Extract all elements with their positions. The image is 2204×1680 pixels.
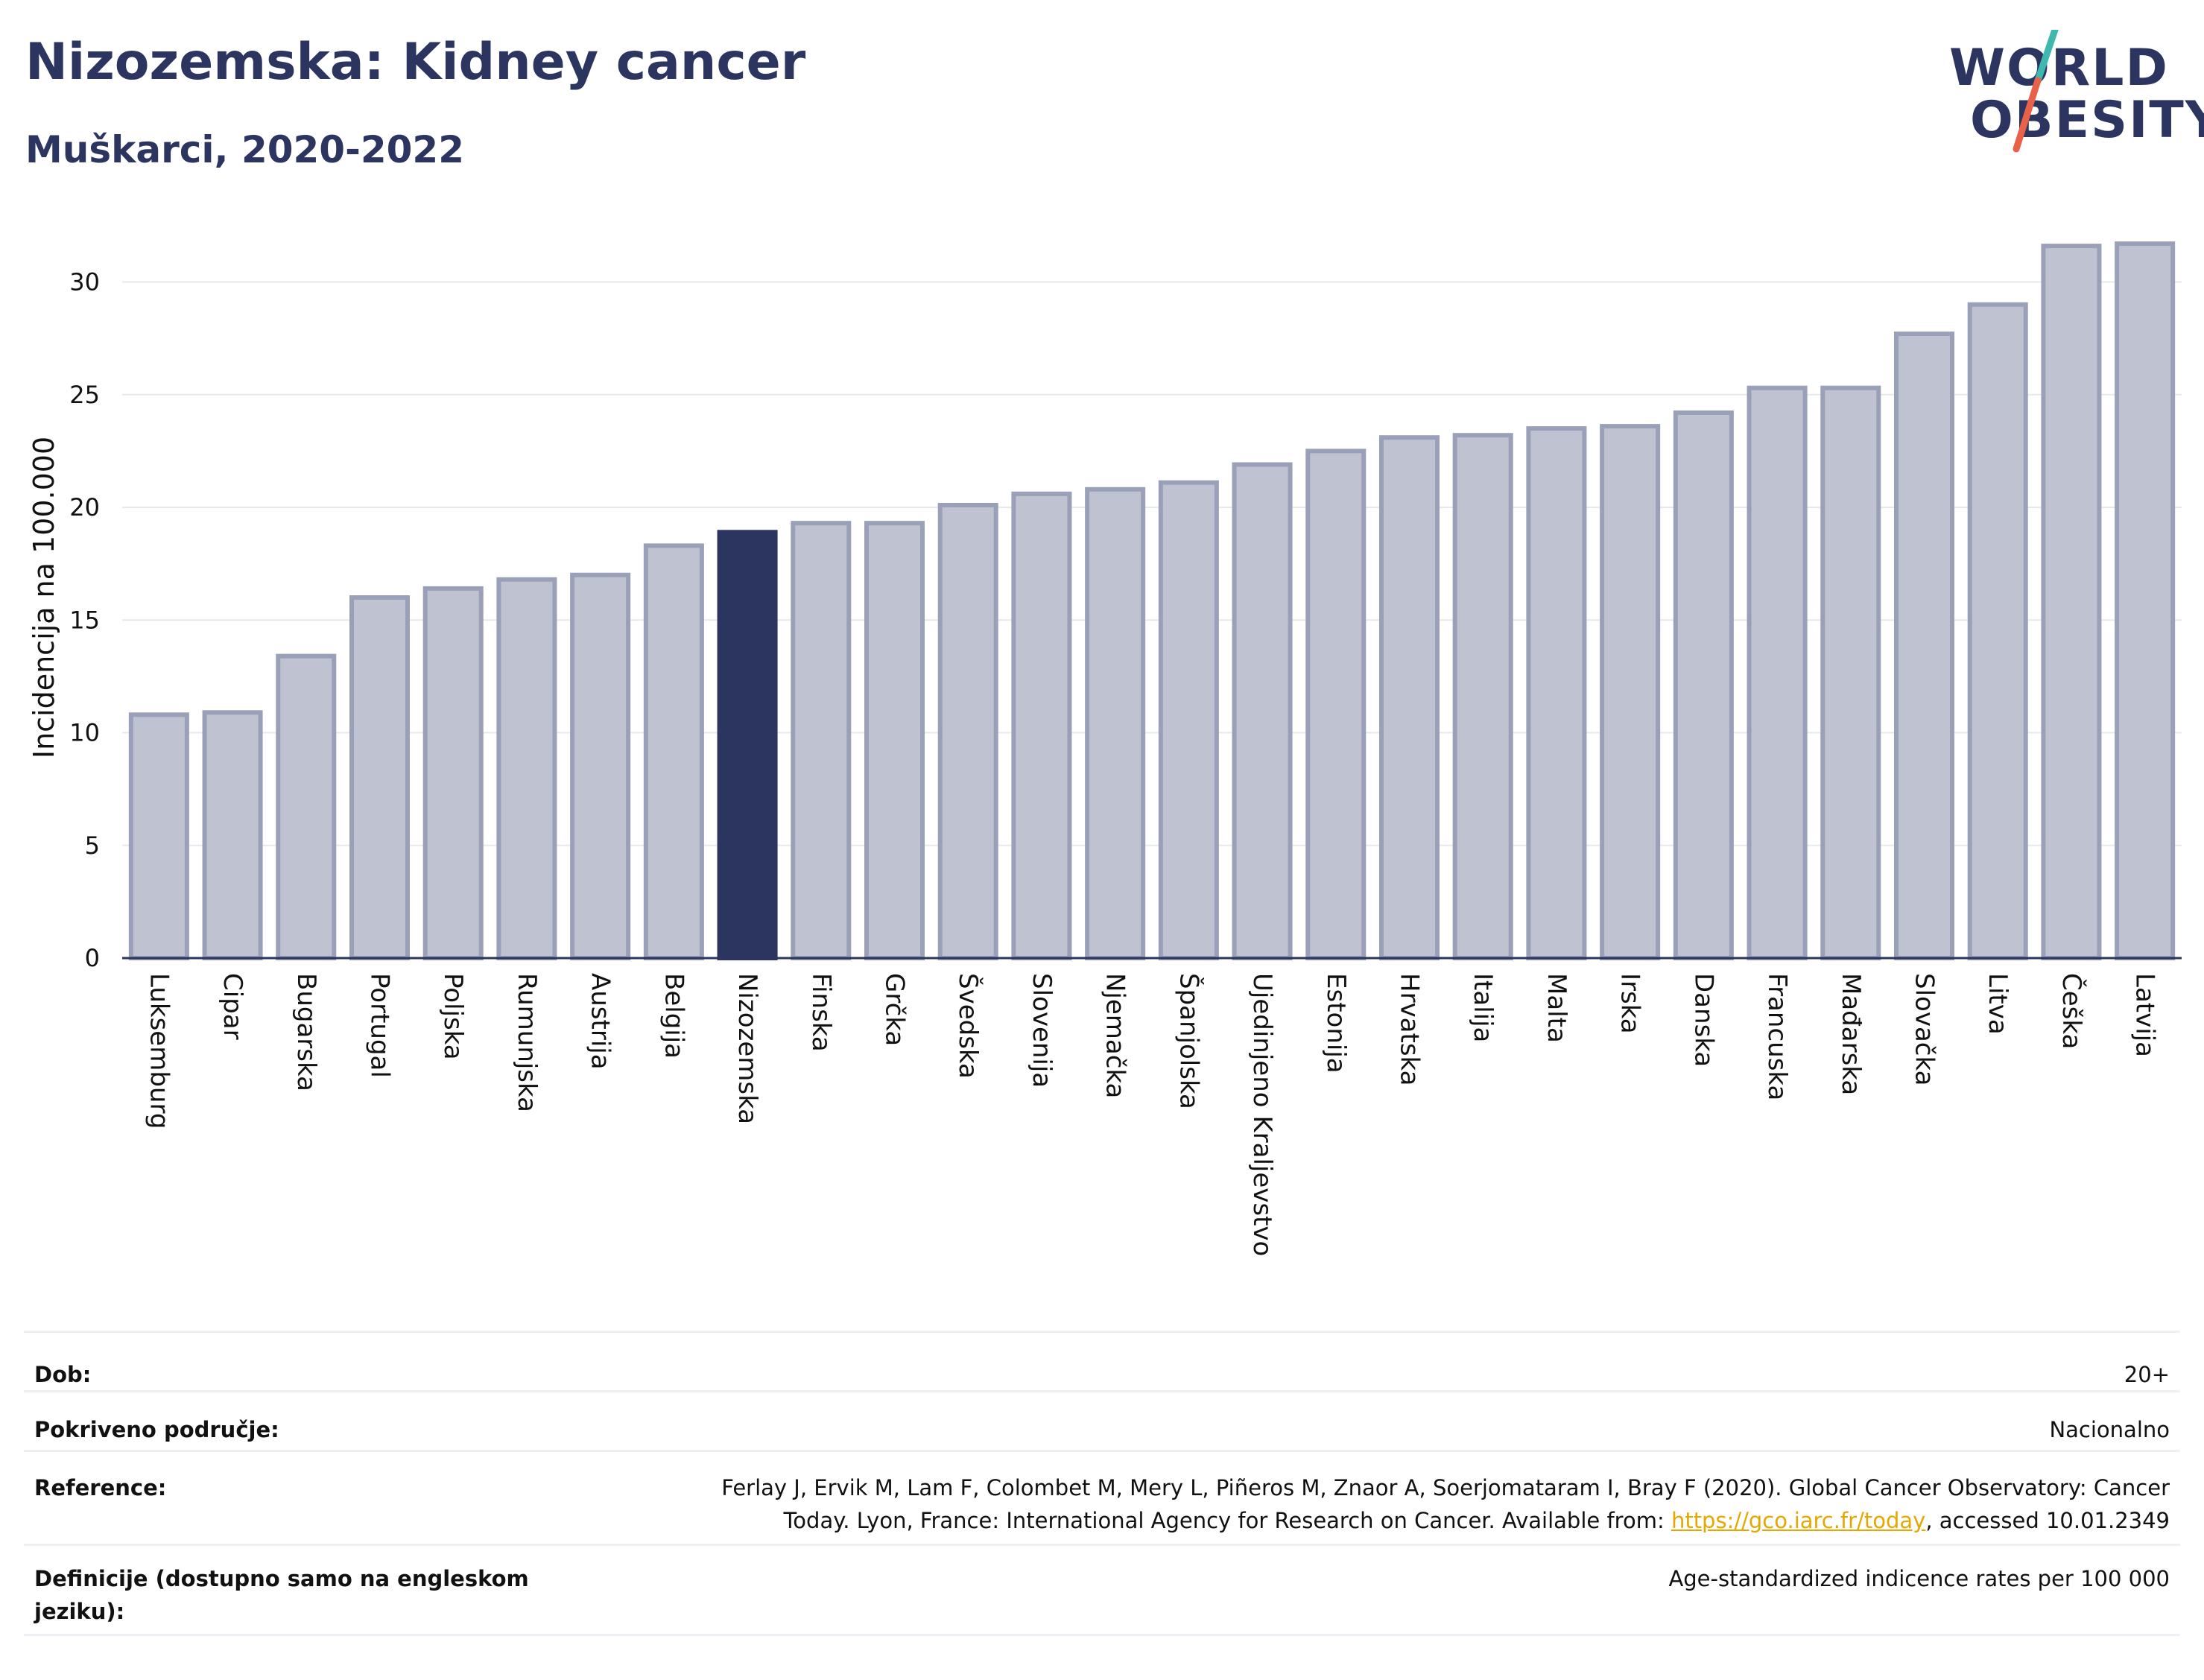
- x-tick-label: Španjolska: [1174, 973, 1204, 1109]
- bar: [2115, 241, 2176, 960]
- logo-line-1: WORLD: [1949, 39, 2169, 98]
- x-tick-label: Austrija: [586, 973, 615, 1070]
- info-row-coverage: Pokriveno područje: Nacionalno: [24, 1390, 2180, 1450]
- bar: [1747, 385, 1808, 960]
- bar: [202, 710, 263, 961]
- reference-text-1: Ferlay J, Ervik M, Lam F, Colombet M, Me…: [721, 1475, 2170, 1500]
- bar: [128, 712, 189, 960]
- bar: [1893, 332, 1955, 960]
- bar: [864, 521, 925, 960]
- coverage-value: Nacionalno: [2049, 1417, 2170, 1442]
- y-tick-label: 5: [85, 831, 100, 860]
- reference-text-2: Today. Lyon, France: International Agenc…: [783, 1508, 1671, 1533]
- reference-text-3: , accessed 10.01.2349: [1925, 1508, 2170, 1533]
- x-tick-label: Nizozemska: [732, 973, 762, 1124]
- bar-chart: 0 5 10 15 20 25 30 Incidencija na 100.000 Luksem…: [28, 241, 2182, 1256]
- x-tick-label: Danska: [1688, 973, 1718, 1067]
- y-tick-label: 15: [69, 606, 100, 634]
- chart-subtitle: Muškarci, 2020-2022: [25, 128, 465, 171]
- x-tick-label: Mađarska: [1836, 973, 1866, 1095]
- x-tick-label: Rumunjska: [512, 973, 542, 1112]
- bar: [276, 653, 337, 961]
- x-tick-label: Irska: [1615, 973, 1645, 1034]
- bar: [349, 595, 411, 960]
- chart-title: Nizozemska: Kidney cancer: [25, 33, 806, 92]
- definitions-label: Definicije (dostupno samo na engleskom j…: [34, 1566, 529, 1624]
- y-tick-label: 30: [69, 268, 100, 297]
- x-tick-label: Latvija: [2130, 973, 2160, 1057]
- coverage-label: Pokriveno područje:: [34, 1417, 279, 1442]
- bar: [1378, 435, 1440, 961]
- bar: [1820, 385, 1881, 960]
- age-label: Dob:: [34, 1362, 92, 1387]
- info-row-reference: Reference: Ferlay J, Ervik M, Lam F, Col…: [24, 1450, 2180, 1544]
- x-tick-label: Njemačka: [1101, 973, 1130, 1098]
- x-tick-label: Ujedinjeno Kraljevstvo: [1247, 973, 1277, 1256]
- x-tick-label: Slovačka: [1910, 973, 1939, 1085]
- x-tick-label: Francuska: [1762, 973, 1792, 1100]
- bar: [1305, 448, 1367, 960]
- x-tick-label: Poljska: [438, 973, 468, 1060]
- x-tick-label: Hrvatska: [1395, 973, 1425, 1085]
- world-obesity-logo: WORLD OBESITY: [1937, 30, 2204, 164]
- reference-label: Reference:: [34, 1475, 167, 1500]
- x-tick-label: Litva: [1983, 973, 2013, 1035]
- bar: [1526, 426, 1587, 960]
- info-row-age: Dob: 20+: [24, 1331, 2180, 1390]
- bar: [422, 586, 484, 961]
- bar: [717, 530, 778, 960]
- bar: [1673, 410, 1734, 960]
- y-tick-label: 10: [69, 719, 100, 747]
- x-tick-label: Cipar: [218, 973, 247, 1040]
- reference-value: Ferlay J, Ervik M, Lam F, Colombet M, Me…: [620, 1471, 2180, 1537]
- bar: [937, 502, 998, 961]
- bar: [570, 572, 631, 960]
- y-tick-label: 0: [85, 944, 100, 972]
- bar: [1452, 433, 1513, 960]
- bar: [643, 543, 704, 960]
- y-tick-label: 20: [69, 493, 100, 522]
- x-tick-label: Finska: [806, 973, 836, 1052]
- x-tick-label: Grčka: [880, 973, 910, 1046]
- x-tick-label: Bugarska: [291, 973, 321, 1091]
- bar: [1011, 491, 1072, 961]
- bar: [1600, 424, 1661, 961]
- bar: [2041, 244, 2102, 961]
- bar: [791, 521, 852, 960]
- age-value: 20+: [2124, 1362, 2170, 1387]
- logo-slash-icon: [2013, 30, 2059, 153]
- y-tick-label: 25: [69, 381, 100, 409]
- x-tick-label: Belgija: [659, 973, 688, 1059]
- reference-link[interactable]: https://gco.iarc.fr/today: [1671, 1508, 1926, 1533]
- x-tick-label: Švedska: [953, 973, 984, 1079]
- x-tick-label: Estonija: [1321, 973, 1351, 1074]
- bar: [1158, 480, 1219, 961]
- x-tick-label: Slovenija: [1027, 973, 1057, 1088]
- x-tick-label: Malta: [1542, 973, 1571, 1043]
- x-tick-label: Italija: [1468, 973, 1498, 1042]
- info-row-definitions: Definicije (dostupno samo na engleskom j…: [24, 1544, 2180, 1636]
- x-tick-label: Češka: [2056, 973, 2087, 1049]
- bar: [1232, 462, 1293, 960]
- x-tick-label: Portugal: [365, 973, 395, 1078]
- definitions-value: Age-standardized indicence rates per 100…: [1668, 1566, 2170, 1591]
- info-table: Dob: 20+ Pokriveno područje: Nacionalno …: [24, 1331, 2180, 1636]
- x-tick-label: Luksemburg: [144, 973, 174, 1129]
- bar: [496, 577, 557, 960]
- y-axis-label: Incidencija na 100.000: [28, 437, 60, 758]
- bar: [1085, 486, 1146, 960]
- logo-line-2: OBESITY: [1970, 91, 2204, 150]
- bar: [1967, 302, 2028, 960]
